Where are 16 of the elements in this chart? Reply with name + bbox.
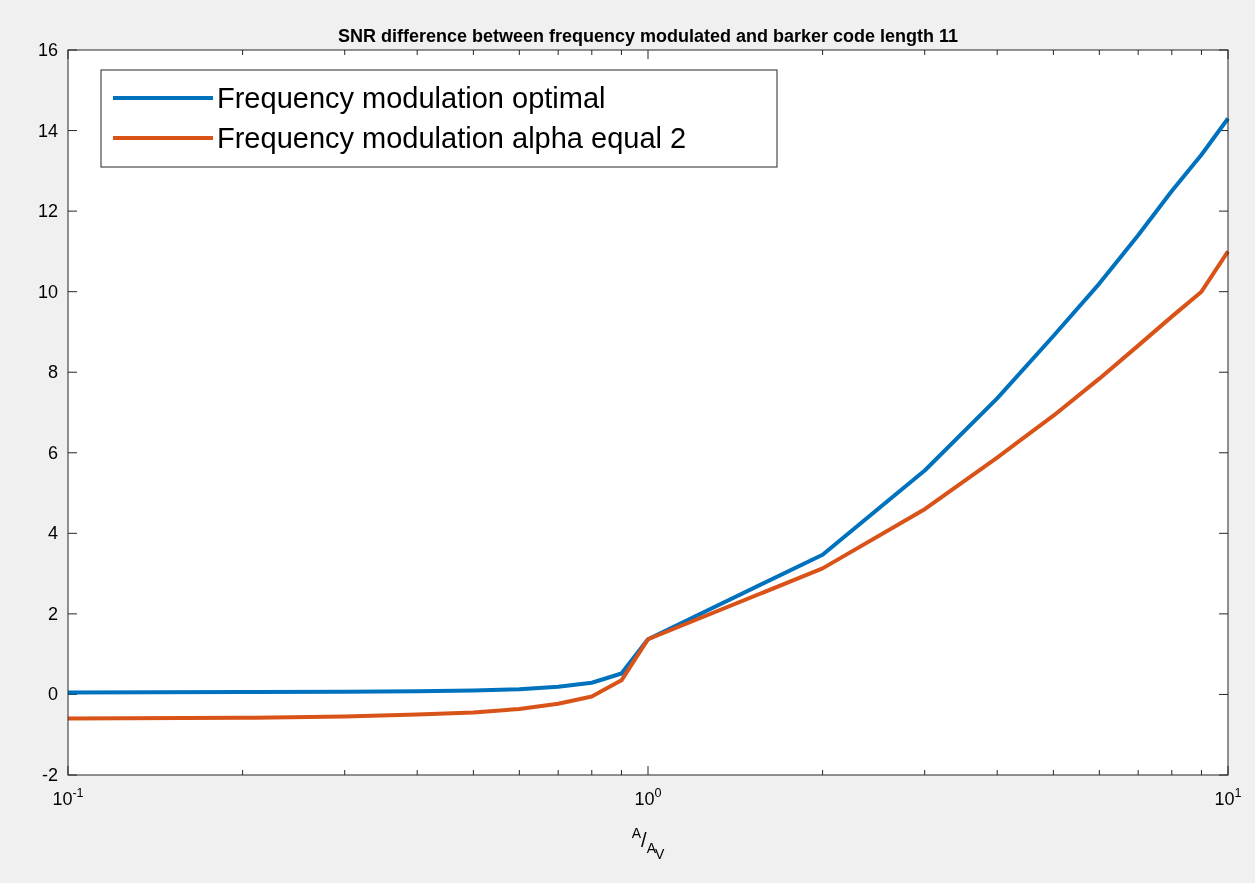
x-tick-label: 10$^{1}$ [1214, 785, 1242, 809]
y-tick-label: -2 [41, 765, 58, 785]
y-tick-label: 6 [47, 442, 58, 463]
x-tick-label: 10$^{-1}$ [52, 785, 84, 809]
y-tick-label: 0 [47, 684, 58, 705]
y-tick-label: 12 [37, 201, 58, 222]
y-tick-label: 10 [37, 281, 58, 302]
legend-label: Frequency modulation optimal [217, 82, 606, 114]
y-tick-label: 14 [37, 120, 58, 141]
y-tick-label: 4 [47, 523, 58, 544]
x-tick-label: 10$^{0}$ [634, 785, 662, 809]
y-tick-label: 2 [47, 603, 58, 624]
y-tick-label: 8 [47, 362, 58, 383]
y-tick-label: 16 [37, 40, 58, 60]
chart-title: SNR difference between frequency modulated and barker code length 11 [337, 26, 959, 46]
legend-label: Frequency modulation alpha equal 2 [217, 122, 687, 154]
